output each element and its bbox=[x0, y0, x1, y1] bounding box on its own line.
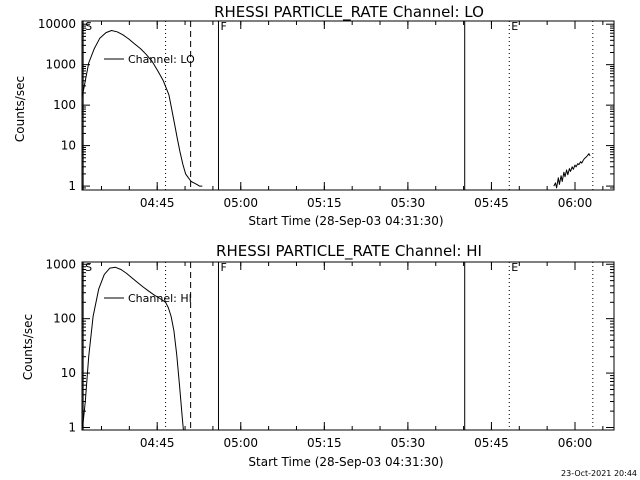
lo-marker-label: F bbox=[220, 20, 226, 33]
hi-x-tick-label: 04:45 bbox=[140, 436, 175, 450]
hi-plot-frame bbox=[81, 261, 615, 431]
hi-y-axis-label: Counts/sec bbox=[21, 314, 35, 380]
lo-x-axis-label: Start Time (28-Sep-03 04:31:30) bbox=[248, 214, 443, 228]
lo-marker-label: E bbox=[511, 20, 518, 33]
hi-channel-panel: RHESSI PARTICLE_RATE Channel: HI Counts/… bbox=[21, 242, 615, 469]
hi-marker-label: F bbox=[220, 261, 226, 274]
hi-chart-title: RHESSI PARTICLE_RATE Channel: HI bbox=[216, 242, 482, 261]
lo-plot-frame bbox=[81, 20, 615, 191]
lo-legend: Channel: LO bbox=[104, 53, 195, 66]
hi-x-tick-label: 05:45 bbox=[474, 436, 509, 450]
lo-x-tick-label: 05:00 bbox=[223, 196, 258, 210]
lo-chart-title: RHESSI PARTICLE_RATE Channel: LO bbox=[214, 3, 484, 22]
lo-x-tick-label: 05:45 bbox=[474, 196, 509, 210]
hi-x-axis-label: Start Time (28-Sep-03 04:31:30) bbox=[248, 455, 443, 469]
lo-y-tick-label: 100 bbox=[53, 98, 76, 112]
lo-y-tick-label: 1000 bbox=[45, 58, 76, 72]
hi-y-tick-label: 100 bbox=[53, 312, 76, 326]
hi-marker-label: E bbox=[511, 261, 518, 274]
hi-series-line-0 bbox=[82, 266, 184, 431]
lo-y-axis-label: Counts/sec bbox=[13, 76, 27, 142]
plot-timestamp: 23-Oct-2021 20:44 bbox=[561, 469, 637, 478]
lo-x-tick-label: 05:15 bbox=[307, 196, 342, 210]
lo-x-tick-label: 05:30 bbox=[391, 196, 426, 210]
hi-marker-label: S bbox=[85, 261, 92, 274]
lo-x-tick-label: 06:00 bbox=[558, 196, 593, 210]
lo-legend-label: Channel: LO bbox=[128, 53, 195, 66]
hi-x-tick-label: 05:30 bbox=[391, 436, 426, 450]
lo-channel-panel: RHESSI PARTICLE_RATE Channel: LO Counts/… bbox=[13, 3, 615, 228]
hi-x-tick-label: 05:00 bbox=[223, 436, 258, 450]
hi-y-tick-label: 1000 bbox=[45, 257, 76, 271]
hi-y-tick-label: 1 bbox=[68, 421, 76, 435]
lo-y-tick-label: 10000 bbox=[38, 17, 76, 31]
lo-x-tick-label: 04:45 bbox=[140, 196, 175, 210]
lo-marker-label: S bbox=[85, 20, 92, 33]
lo-series-line-0 bbox=[81, 30, 203, 187]
hi-y-tick-label: 10 bbox=[61, 366, 76, 380]
hi-x-tick-label: 05:15 bbox=[307, 436, 342, 450]
lo-y-tick-label: 10 bbox=[61, 139, 76, 153]
lo-y-tick-label: 1 bbox=[68, 179, 76, 193]
lo-series-line-1 bbox=[553, 153, 591, 189]
hi-legend: Channel: HI bbox=[104, 292, 192, 305]
hi-x-tick-label: 06:00 bbox=[558, 436, 593, 450]
